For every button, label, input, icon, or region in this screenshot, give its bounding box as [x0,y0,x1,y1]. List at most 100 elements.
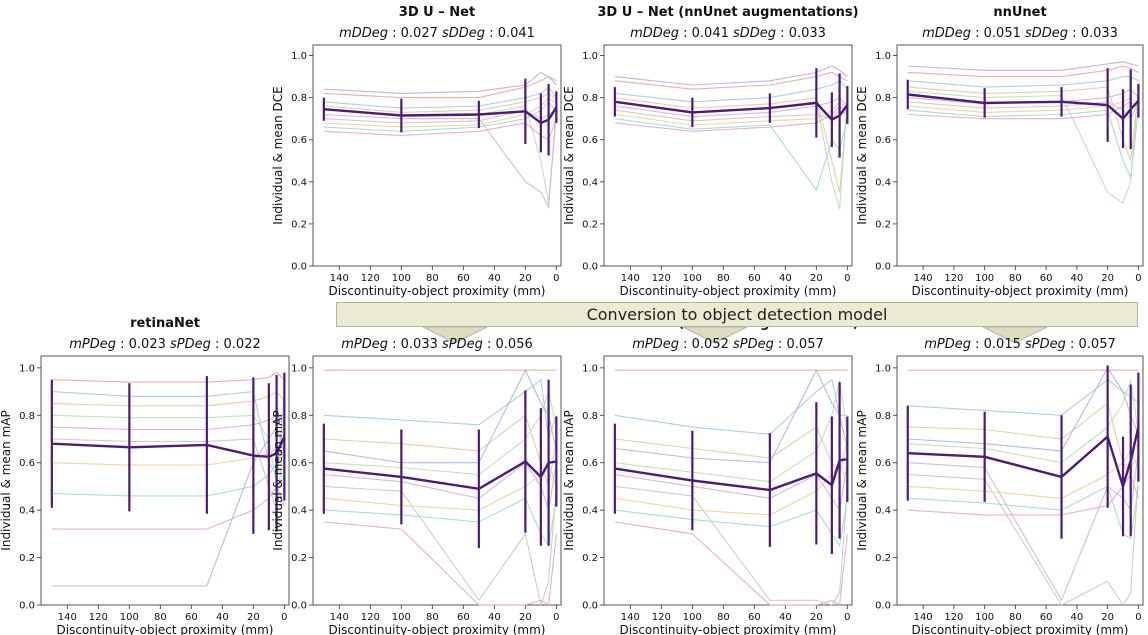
stat-name: sPDeg [442,337,483,352]
x-tick-label: 120 [361,612,380,623]
y-tick-label: 0.0 [291,262,307,273]
x-tick-label: 80 [1009,612,1022,623]
x-tick-label: 0 [844,612,850,623]
individual-series-line [323,461,557,511]
plot-frame [312,355,562,606]
panel-title: nnUnet [993,5,1046,20]
x-tick-label: 20 [1101,612,1114,623]
individual-series-line [614,521,848,606]
stat-name: sPDeg [733,337,774,352]
y-tick-label: 0.0 [582,262,598,273]
stat-value: : 0.056 [483,337,533,352]
y-tick-label: 0.2 [875,553,891,564]
y-tick-label: 1.0 [582,363,598,374]
individual-series-line [907,450,1139,602]
x-tick-label: 40 [488,612,501,623]
individual-series-line [323,414,557,487]
individual-series-line [323,461,557,511]
y-tick-label: 0.8 [582,93,598,104]
x-tick-label: 120 [944,612,963,623]
y-tick-label: 0.2 [582,219,598,230]
plot-frame [896,44,1144,267]
individual-series-line [51,371,285,383]
mean-series-line [907,426,1140,491]
x-tick-label: 40 [779,273,792,284]
individual-series-line [323,75,557,99]
panel-stats: mPDeg : 0.052 sPDeg : 0.057 [632,337,824,352]
y-tick-label: 0.2 [582,553,598,564]
y-tick-label: 0.8 [875,411,891,422]
x-tick-label: 0 [281,612,287,623]
plot-frame [40,355,290,606]
x-tick-label: 60 [457,612,470,623]
panel-title: 3D U – Net [399,5,475,20]
x-tick-label: 60 [1040,612,1053,623]
x-tick-label: 80 [717,273,730,284]
stat-value: : 0.033 [1068,26,1118,41]
x-axis-label: Discontinuity-object proximity (mm) [620,623,837,635]
y-tick-label: 0.4 [582,506,598,517]
x-axis-label: Discontinuity-object proximity (mm) [912,284,1129,298]
stat-name: mPDeg [632,337,679,352]
panel-stats: mPDeg : 0.023 sPDeg : 0.022 [69,337,261,352]
stat-name: mPDeg [341,337,388,352]
x-tick-label: 80 [426,273,439,284]
stat-value: : 0.015 [971,337,1025,352]
y-tick-label: 0.6 [291,135,307,146]
individual-series-line [907,474,1139,607]
y-axis-label: Individual & mean mAP [562,410,576,550]
individual-series-line [323,389,557,476]
y-tick-label: 0.6 [582,458,598,469]
panel-stats: mPDeg : 0.015 sPDeg : 0.057 [924,337,1116,352]
individual-series-line [614,96,848,193]
individual-series-line [51,485,285,530]
y-tick-label: 0.4 [291,177,307,188]
x-tick-label: 100 [975,612,994,623]
x-tick-label: 120 [361,273,380,284]
stat-value: : 0.052 [679,337,733,352]
x-tick-label: 100 [392,273,411,284]
y-tick-label: 0.4 [291,506,307,517]
y-tick-label: 0.2 [19,553,35,564]
y-tick-label: 1.0 [291,51,307,62]
x-tick-label: 100 [392,612,411,623]
stat-name: mDDeg [339,26,388,41]
mean-series-line [51,436,286,459]
stat-name: mDDeg [630,26,679,41]
banner-arrow-1 [422,326,488,344]
panel-title: retinaNet [130,316,200,331]
panel-title: 3D U – Net (nnUnet augmentations) [597,5,858,20]
y-axis-label: Individual & mean DCE [271,86,285,224]
x-axis-label: Discontinuity-object proximity (mm) [329,623,546,635]
y-tick-label: 0.0 [875,601,891,612]
x-tick-label: 140 [914,612,933,623]
stat-value: : 0.033 [388,337,442,352]
y-axis-label: Individual & mean mAP [271,410,285,550]
y-tick-label: 0.0 [291,601,307,612]
x-tick-label: 100 [683,273,702,284]
y-tick-label: 0.0 [582,601,598,612]
x-tick-label: 40 [1071,273,1084,284]
panel-map_retina: retinaNet mPDeg : 0.023 sPDeg : 0.022 0.0 0… [0,316,290,635]
individual-series-line [323,71,557,94]
y-tick-label: 0.4 [19,506,35,517]
stat-name: mPDeg [924,337,971,352]
stat-value: : 0.022 [211,337,261,352]
y-tick-label: 0.6 [291,458,307,469]
stat-name: sDDeg [1025,26,1068,41]
banner-arrow-3 [982,326,1048,344]
x-tick-label: 60 [748,612,761,623]
x-tick-label: 140 [58,612,77,623]
x-tick-label: 20 [810,612,823,623]
individual-series-line [614,101,848,126]
individual-series-line [323,108,557,210]
x-axis-label: Discontinuity-object proximity (mm) [57,623,274,635]
x-tick-label: 100 [683,612,702,623]
x-tick-label: 0 [1135,612,1141,623]
individual-series-line [614,498,848,548]
stat-name: sDDeg [733,26,776,41]
x-tick-label: 80 [154,612,167,623]
y-tick-label: 0.8 [19,411,35,422]
x-tick-label: 120 [89,612,108,623]
